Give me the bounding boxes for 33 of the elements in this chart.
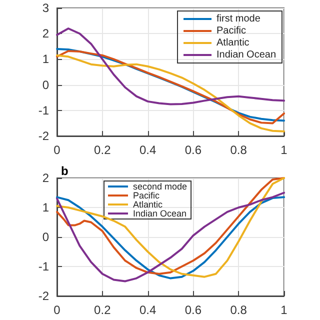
y-tick-label: 0: [42, 78, 50, 92]
x-tick-label: 1: [280, 143, 288, 157]
legend-label: Indian Ocean: [133, 208, 187, 218]
y-tick-label: -1: [38, 260, 50, 274]
legend-label: first mode: [216, 14, 261, 24]
x-tick-label: 1: [280, 303, 288, 317]
legend-label: Pacific: [216, 26, 246, 36]
y-tick-label: 0: [42, 230, 50, 244]
y-tick-label: 3: [42, 1, 50, 15]
y-tick-label: -1: [38, 103, 50, 118]
y-tick-label: -2: [38, 129, 50, 143]
legend-label: second mode: [133, 182, 188, 192]
legend-label: Pacific: [133, 190, 160, 200]
y-tick-label: 2: [42, 171, 50, 185]
x-tick-label: 0.6: [184, 303, 202, 317]
x-tick-label: 0.6: [184, 143, 202, 157]
legend-label: Indian Ocean: [216, 50, 276, 60]
x-tick-label: 0.8: [230, 303, 248, 317]
y-tick-label: 1: [42, 52, 50, 66]
y-tick-label: -2: [38, 289, 50, 303]
y-tick-label: 2: [42, 26, 50, 41]
x-tick-label: 0.8: [230, 143, 248, 157]
y-tick-label: 1: [42, 200, 50, 214]
legend-label: Atlantic: [216, 38, 250, 48]
line-series: [56, 27, 285, 106]
x-tick-label: 0: [54, 303, 61, 317]
chart-title: b: [61, 164, 68, 178]
x-tick-label: 0.4: [139, 303, 156, 317]
x-tick-label: 0.4: [139, 143, 156, 157]
legend-label: Atlantic: [133, 200, 164, 210]
x-tick-label: 0.2: [94, 143, 112, 157]
x-tick-label: 0: [54, 143, 61, 157]
x-tick-label: 0.2: [94, 303, 112, 317]
